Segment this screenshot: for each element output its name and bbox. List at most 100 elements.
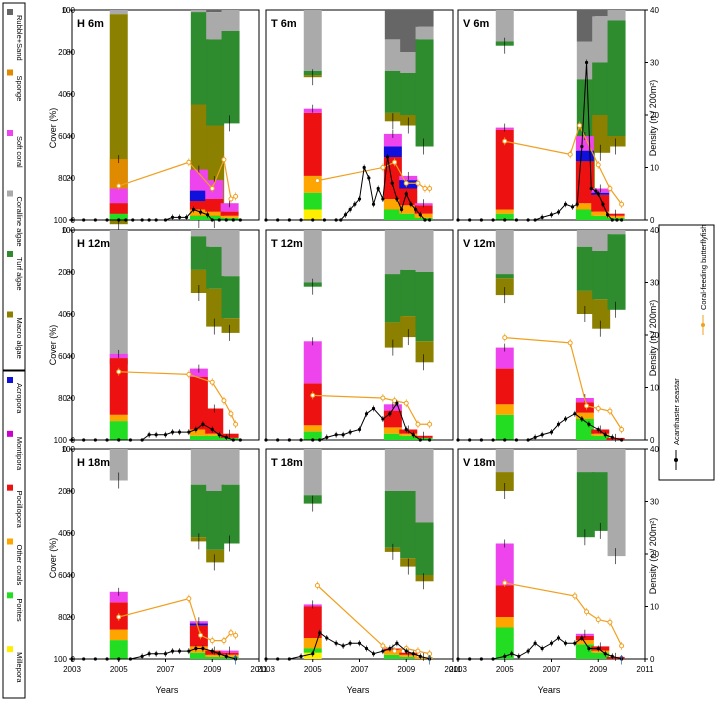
top-tick-label: 100: [54, 436, 68, 445]
butterflyfish-point: [116, 183, 122, 189]
legend-left-entry-millepora: Millepora: [7, 646, 24, 683]
bottom-bar-pocillopora-2008: [189, 201, 208, 210]
top-bar-coralline-algae-2008: [190, 230, 209, 237]
seastar-point: [580, 417, 584, 421]
panel-title: H 12m: [77, 238, 110, 250]
seastar-point: [479, 218, 483, 222]
top-bar-turf-algae-2009: [400, 269, 419, 317]
legend-swatch-coralline-algae: [7, 190, 13, 197]
density-tick-label: 30: [650, 498, 659, 507]
top-bar-turf-algae-2009: [400, 73, 419, 115]
panel-t-18m: T 18m 2003 2005 2007 2009 2011 ↑: [257, 448, 462, 674]
top-bar-macro-algae-2005: [495, 278, 514, 296]
density-tick-label: 20: [650, 331, 659, 340]
top-bar-coralline-algae-2010: [415, 26, 434, 40]
top-bar-turf-algae-2009: [592, 472, 611, 531]
top-bar-turf-algae-2008: [384, 491, 403, 548]
bottom-bar-other-corals-2009: [399, 205, 418, 214]
bottom-bar-pocillopora-2005: [303, 606, 322, 638]
legend-swatch-macro-algae: [7, 311, 13, 318]
butterflyfish-point: [427, 421, 433, 427]
seastar-point: [491, 438, 495, 442]
seastar-point: [334, 641, 338, 645]
butterflyfish-point: [209, 379, 215, 385]
top-bar-macro-algae-2009: [592, 299, 611, 329]
seastar-point: [610, 435, 614, 439]
bottom-bar-other-corals-2008: [575, 412, 594, 419]
legend-label-other-corals: Other corals: [15, 545, 24, 586]
seastar-point: [311, 652, 315, 656]
event-arrow-icon: ↑: [618, 651, 626, 668]
seastar-point: [93, 438, 97, 442]
seastar-point: [217, 218, 221, 222]
seastar-point: [205, 213, 210, 217]
bottom-bar-other-corals-2005: [495, 617, 514, 628]
top-tick-label: 100: [54, 655, 68, 664]
legend-left-entry-sponge: Sponge: [7, 69, 24, 101]
bottom-bar-porites-2008: [575, 419, 594, 440]
top-bar-macro-algae-2010: [607, 136, 626, 147]
bottom-bar-soft-coral-2005: [109, 591, 128, 603]
seastar-point: [177, 649, 182, 653]
x-axis-label-col1: Years: [156, 685, 179, 695]
top-bar-coralline-algae-2009: [592, 16, 611, 63]
seastar-point: [404, 192, 408, 196]
bottom-tick-label: 0: [71, 655, 76, 664]
butterflyfish-point: [502, 335, 508, 341]
bottom-bar-porites-2008: [575, 644, 594, 659]
seastar-point: [587, 646, 591, 651]
top-bar-coralline-algae-2005: [495, 230, 514, 275]
panel-title: T 6m: [271, 18, 297, 30]
bottom-tick-label: 80: [66, 48, 75, 57]
bottom-bar-acropora-2009: [591, 192, 610, 195]
bottom-bar-porites-2008: [189, 435, 208, 440]
seastar-point: [217, 433, 221, 437]
seastar-point: [82, 657, 86, 661]
butterflyfish-point: [422, 186, 428, 191]
legend-swatch-montipora: [7, 430, 13, 437]
seastar-point: [510, 652, 514, 656]
top-bar-turf-algae-2008: [576, 246, 595, 291]
seastar-point: [580, 144, 584, 149]
panel-v-6m: V 6m 0 10 20 30 40: [456, 6, 659, 225]
legend-seastar-marker: [674, 458, 678, 462]
butterflyfish-point: [584, 403, 590, 409]
seastar-point: [556, 422, 561, 426]
x-axis-label-col2: Years: [347, 685, 370, 695]
seastar-point: [147, 433, 151, 437]
butterflyfish-point: [427, 651, 433, 657]
seastar-point: [549, 430, 554, 434]
seastar-point: [238, 438, 242, 442]
butterflyfish-point: [209, 186, 215, 191]
legend-left-entry-rubble-sand: Rubble+Sand: [7, 9, 24, 61]
seastar-point: [404, 649, 408, 653]
seastar-point: [367, 176, 371, 180]
seastar-point: [357, 641, 362, 645]
top-bar-turf-algae-2010: [221, 31, 240, 124]
seastar-point: [418, 213, 422, 217]
bottom-bar-acropora-2008: [189, 190, 208, 202]
top-bar-turf-algae-2008: [190, 484, 209, 538]
seastar-point: [381, 417, 385, 421]
seastar-point: [503, 654, 507, 658]
seastar-point: [210, 649, 214, 653]
legend-swatch-rubble-sand: [7, 9, 13, 15]
top-bar-macro-algae-2008: [384, 547, 403, 552]
butterflyfish-point: [392, 159, 398, 165]
legend-label-coralline-algae: Coralline algae: [15, 197, 24, 247]
bottom-bar-porites-2009: [205, 435, 224, 440]
seastar-point: [385, 155, 390, 159]
top-bar-rubble-sand-2009: [592, 10, 611, 17]
bottom-bar-pocillopora-2005: [109, 358, 128, 415]
top-tick-label: 40: [58, 310, 67, 319]
top-bar-coralline-algae-2008: [576, 41, 595, 80]
seastar-point: [596, 192, 600, 196]
bottom-bar-porites-2009: [591, 435, 610, 440]
butterflyfish-line: [504, 337, 623, 430]
bottom-bar-porites-2005: [303, 648, 322, 653]
seastar-point: [224, 435, 228, 439]
seastar-point: [390, 181, 394, 185]
seastar-point: [491, 218, 495, 222]
seastar-point: [339, 218, 343, 222]
legend-label-pocillopora: Pocillopora: [15, 491, 24, 529]
